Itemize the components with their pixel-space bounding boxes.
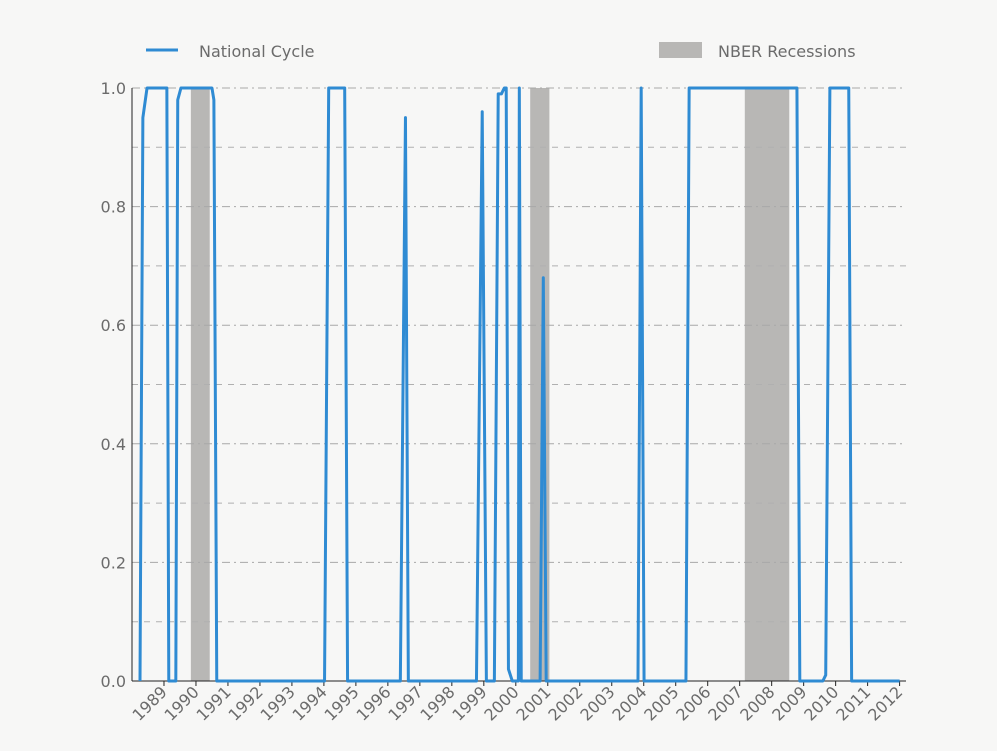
x-tick-label: 2006 [672, 682, 714, 724]
x-tick-label: 2000 [480, 682, 522, 724]
x-tick-label: 2003 [576, 682, 618, 724]
x-tick-label: 1993 [257, 682, 299, 724]
x-tick-label: 1995 [320, 682, 362, 724]
x-tick-label: 1998 [416, 682, 458, 724]
x-tick-label: 2012 [864, 682, 906, 724]
x-tick-label: 1992 [225, 682, 267, 724]
x-tick-label: 1991 [193, 682, 235, 724]
line [138, 86, 900, 683]
x-tick-label: 2011 [832, 682, 874, 724]
x-tick-label: 2005 [640, 682, 682, 724]
y-tick-label: 0.8 [101, 198, 126, 217]
x-tick-label: 1989 [129, 682, 171, 724]
y-tick-label: 1.0 [101, 79, 126, 98]
x-tick-label: 1990 [161, 682, 203, 724]
y-tick-label: 0.6 [101, 316, 126, 335]
x-tick-label: 1996 [352, 682, 394, 724]
legend-label: NBER Recessions [718, 42, 856, 61]
y-tick-label: 0.0 [101, 672, 126, 691]
x-tick-label: 2010 [800, 682, 842, 724]
legend-label: National Cycle [199, 42, 314, 61]
x-tick-label: 2007 [704, 682, 746, 724]
y-tick-label: 0.2 [101, 553, 126, 572]
x-tick-label: 2001 [512, 682, 554, 724]
recession-band [190, 88, 210, 681]
x-tick-label: 2009 [768, 682, 810, 724]
x-tick-label: 1994 [289, 682, 331, 724]
x-tick-label: 1999 [448, 682, 490, 724]
y-tick-label: 0.4 [101, 435, 126, 454]
x-tick-label: 1997 [384, 682, 426, 724]
x-tick-label: 2008 [736, 682, 778, 724]
x-tick-label: 2002 [544, 682, 586, 724]
legend-swatch [659, 42, 702, 58]
x-tick-label: 2004 [608, 682, 650, 724]
